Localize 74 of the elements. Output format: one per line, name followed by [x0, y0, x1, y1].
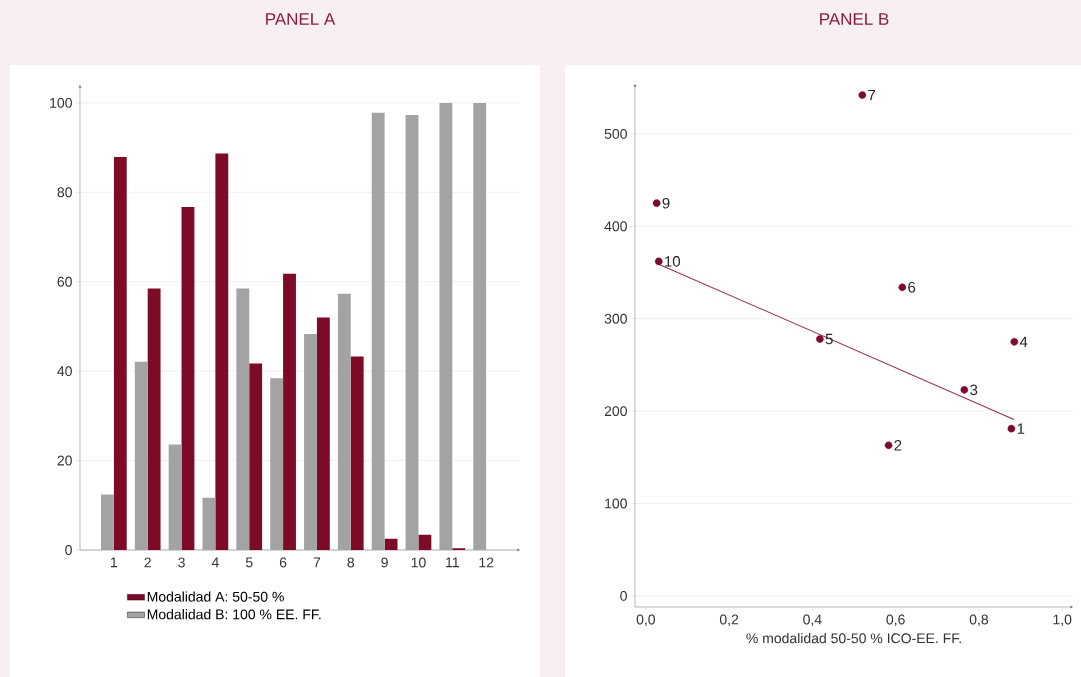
- bar: [147, 288, 161, 550]
- x-tick-label: 0,2: [719, 614, 739, 627]
- x-tick-label: 8: [347, 557, 355, 568]
- legend-label: Modalidad A: 50-50 %: [147, 591, 284, 602]
- chart-title: PANEL A: [266, 13, 336, 25]
- x-tick-label: 6: [279, 557, 287, 568]
- y-tick-label: 300: [604, 313, 627, 324]
- bar: [113, 156, 127, 550]
- annotation: 10: [665, 256, 681, 267]
- bar: [405, 114, 419, 550]
- x-tick-label: 12: [479, 557, 494, 568]
- x-tick-label: 2: [144, 557, 151, 568]
- bar: [215, 153, 229, 550]
- x-tick-label: 4: [211, 557, 219, 568]
- annotation: 4: [1019, 336, 1028, 347]
- x-tick-label: 9: [381, 557, 388, 568]
- legend-label: Modalidad B: 100 % EE. FF.: [147, 609, 321, 620]
- x-tick-label: 0,6: [886, 614, 905, 627]
- y-tick-label: 0: [620, 590, 627, 601]
- annotation: 6: [908, 281, 916, 293]
- point: [960, 386, 969, 394]
- bar: [337, 293, 351, 550]
- x-tick-label: 11: [446, 557, 459, 568]
- x-tick-label: 1: [111, 557, 118, 568]
- bar: [134, 361, 148, 550]
- point: [654, 257, 663, 266]
- annotation: 2: [894, 440, 902, 451]
- y-tick-label: 100: [50, 97, 72, 108]
- chart-title: PANEL B: [820, 13, 889, 25]
- bar: [168, 444, 182, 550]
- point: [652, 199, 661, 207]
- y-tick-label: 500: [604, 128, 627, 139]
- point: [1010, 338, 1019, 346]
- point: [884, 441, 893, 450]
- bar: [181, 207, 195, 550]
- bar: [316, 317, 330, 550]
- y-tick-label: 100: [605, 498, 627, 509]
- annotation: 7: [868, 89, 876, 101]
- bar: [350, 356, 364, 550]
- annotation: 1: [1017, 423, 1025, 434]
- x-tick-label: 5: [245, 557, 253, 568]
- bar: [100, 494, 114, 550]
- bar: [249, 363, 263, 550]
- y-tick-label: 40: [57, 366, 72, 377]
- y-tick-label: 200: [604, 406, 627, 417]
- annotation: 3: [970, 384, 978, 396]
- bar: [384, 538, 398, 550]
- bar: [439, 102, 453, 550]
- point: [1007, 424, 1016, 433]
- bar: [473, 102, 487, 550]
- x-tick-label: 3: [178, 557, 185, 568]
- bar: [304, 334, 317, 550]
- x-tick-label: 10: [411, 557, 426, 568]
- x-tick-label: 0,8: [969, 614, 989, 627]
- bar: [371, 112, 385, 550]
- y-tick-label: 20: [57, 455, 72, 466]
- y-tick-label: 0: [65, 545, 72, 555]
- y-tick-label: 80: [57, 187, 72, 198]
- x-tick-label: 0,0: [636, 614, 656, 627]
- y-tick-label: 60: [57, 276, 72, 287]
- point: [898, 283, 907, 292]
- point: [858, 91, 867, 99]
- annotation: 9: [662, 197, 670, 209]
- x-tick-label: 1,0: [1053, 614, 1072, 627]
- point: [816, 335, 824, 343]
- x-axis-title: % modalidad 50-50 % ICO-EE. FF.: [746, 632, 961, 644]
- bar: [202, 497, 216, 550]
- bar: [236, 288, 250, 550]
- bar: [283, 273, 296, 550]
- bar: [270, 378, 284, 550]
- x-tick-label: 7: [313, 557, 321, 568]
- bar: [418, 534, 432, 550]
- x-tick-label: 0,4: [803, 614, 822, 627]
- y-tick-label: 400: [604, 221, 627, 232]
